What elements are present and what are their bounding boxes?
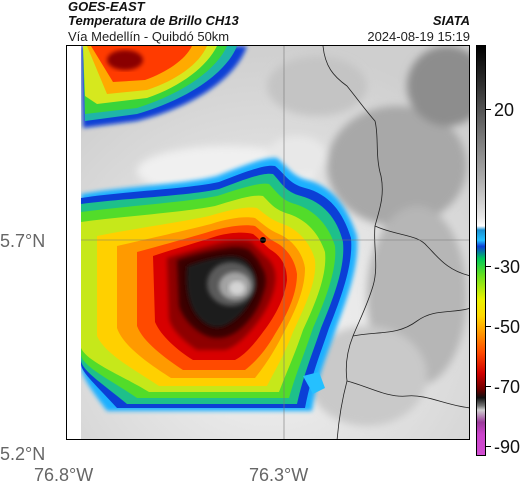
colorbar-label-minus-90: -90 bbox=[494, 437, 521, 457]
colorbar-tick bbox=[486, 266, 491, 267]
datetime-label: 2024-08-19 15:19 bbox=[367, 29, 470, 44]
latitude-label-5-2: 5.2°N bbox=[0, 444, 46, 464]
colorbar-label-20: 20 bbox=[494, 100, 515, 120]
colorbar-tick bbox=[486, 386, 491, 387]
product-title: GOES-EAST bbox=[68, 0, 145, 14]
colorbar-tick bbox=[486, 326, 491, 327]
colorbar-label-minus-30: -30 bbox=[494, 257, 521, 277]
brightness-temperature-map bbox=[67, 46, 469, 439]
grid-lines bbox=[67, 46, 469, 439]
organization-label: SIATA bbox=[432, 13, 470, 28]
longitude-label-76-3: 76.3°W bbox=[249, 465, 309, 485]
latitude-label-5-7: 5.7°N bbox=[0, 231, 46, 251]
colorbar bbox=[476, 45, 486, 456]
colorbar-label-minus-70: -70 bbox=[494, 377, 521, 397]
storm-cell-main bbox=[81, 157, 358, 411]
boundary-lines bbox=[322, 46, 469, 439]
region-label: Vía Medellín - Quibdó 50km bbox=[68, 29, 230, 44]
no-data-strip bbox=[67, 46, 81, 439]
colorbar-label-minus-50: -50 bbox=[494, 317, 521, 337]
longitude-label-76-8: 76.8°W bbox=[34, 465, 94, 485]
product-subtitle: Temperatura de Brillo CH13 bbox=[68, 13, 239, 28]
map-panel bbox=[66, 45, 470, 440]
colorbar-tick bbox=[486, 109, 491, 110]
colorbar-tick bbox=[486, 446, 491, 447]
storm-cell-northwest bbox=[81, 46, 247, 128]
cold-fragment bbox=[303, 372, 325, 394]
